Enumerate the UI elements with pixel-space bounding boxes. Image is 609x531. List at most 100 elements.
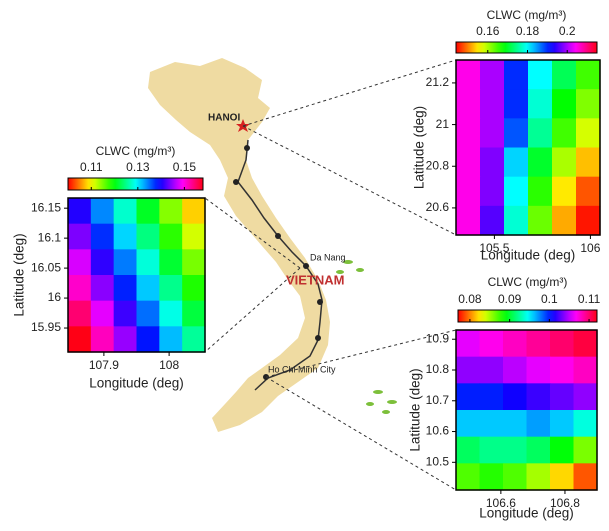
- heatmap-cell: [114, 301, 137, 327]
- heatmap-cell: [527, 357, 551, 384]
- y-tick-label: 20.8: [426, 158, 450, 172]
- heatmap-cell: [456, 89, 481, 119]
- y-axis-label: Latitude (deg): [412, 106, 427, 189]
- heatmap-cell: [159, 275, 182, 301]
- heatmap-cell: [456, 177, 481, 207]
- heatmap-cell: [503, 437, 527, 464]
- colorbar-tick-label: 0.08: [458, 292, 482, 306]
- heatmap-cell: [527, 463, 551, 490]
- heatmap-cell: [114, 275, 137, 301]
- heatmap-cell: [504, 148, 529, 178]
- heatmap-cell: [114, 249, 137, 275]
- map-label: Ho Chi Minh City: [268, 364, 336, 374]
- colorbar-tick-label: 0.11: [578, 292, 601, 306]
- heatmap-cell: [550, 357, 574, 384]
- heatmap-cell: [574, 357, 598, 384]
- heatmap-cell: [137, 224, 160, 250]
- colorbar: [458, 310, 597, 322]
- colorbar-title: CLWC (mg/m³): [488, 275, 568, 289]
- heatmap-cell: [91, 301, 114, 327]
- y-tick-label: 20.6: [426, 200, 450, 214]
- y-tick-label: 16.05: [31, 260, 61, 274]
- heatmap-cell: [456, 383, 480, 410]
- x-axis-label: Longitude (deg): [89, 376, 184, 391]
- heatmap-cell: [456, 118, 481, 148]
- colorbar-tick-label: 0.09: [498, 292, 522, 306]
- heatmap-cell: [576, 148, 601, 178]
- y-tick-label: 10.6: [426, 424, 450, 438]
- heatmap-cell: [91, 249, 114, 275]
- heatmap-cell: [159, 224, 182, 250]
- heatmap-cell: [137, 301, 160, 327]
- heatmap-cell: [480, 330, 504, 357]
- heatmap-cell: [480, 410, 504, 437]
- heatmap-cell: [574, 383, 598, 410]
- heatmap-cell: [114, 326, 137, 352]
- heatmap-cell: [182, 224, 205, 250]
- colorbar-tick-label: 0.13: [126, 160, 150, 174]
- heatmap-cell: [550, 383, 574, 410]
- heatmap-cell: [68, 198, 91, 224]
- heatmap-cell: [503, 463, 527, 490]
- heatmap-cell: [574, 437, 598, 464]
- heatmap-cell: [114, 224, 137, 250]
- y-tick-label: 16.1: [38, 230, 62, 244]
- heatmap-cell: [456, 206, 481, 236]
- heatmap-cell: [480, 437, 504, 464]
- heatmap-cell: [576, 118, 601, 148]
- colorbar-tick-label: 0.15: [173, 160, 197, 174]
- colorbar: [68, 178, 203, 190]
- y-axis-label: Latitude (deg): [12, 233, 27, 316]
- heatmap-cell: [137, 198, 160, 224]
- heatmap-cell: [504, 60, 529, 90]
- heatmap-cell: [68, 224, 91, 250]
- heatmap-cell: [456, 60, 481, 90]
- heatmap-cell: [137, 326, 160, 352]
- heatmap-cell: [552, 89, 577, 119]
- heatmap-cell: [480, 357, 504, 384]
- heatmap-cell: [456, 437, 480, 464]
- y-tick-label: 21.2: [426, 75, 450, 89]
- heatmap-cell: [527, 383, 551, 410]
- heatmap-cell: [528, 89, 553, 119]
- heatmap-cell: [527, 437, 551, 464]
- heatmap-cell: [91, 198, 114, 224]
- figure: HANOI Da Nang VIETNAM Ho Chi Minh City C…: [0, 0, 609, 526]
- colorbar-tick-label: 0.18: [516, 24, 540, 38]
- heatmap-cell: [182, 275, 205, 301]
- heatmap-cell: [68, 301, 91, 327]
- heatmap-cell: [182, 249, 205, 275]
- heatmap-cell: [91, 326, 114, 352]
- heatmap-cell: [503, 330, 527, 357]
- y-tick-label: 21: [436, 117, 450, 131]
- heatmap-cell: [527, 410, 551, 437]
- colorbar-tick-label: 0.2: [559, 24, 576, 38]
- heatmap-cell: [68, 326, 91, 352]
- heatmap-cell: [68, 249, 91, 275]
- heatmap-cell: [574, 463, 598, 490]
- heatmap-cell: [528, 60, 553, 90]
- x-tick-label: 107.9: [89, 358, 119, 372]
- x-tick-label: 106: [580, 241, 600, 255]
- heatmap-cell: [182, 198, 205, 224]
- colorbar-tick-label: 0.16: [476, 24, 500, 38]
- x-axis-label: Longitude (deg): [479, 506, 574, 521]
- heatmap-cell: [576, 89, 601, 119]
- heatmap-cell: [91, 275, 114, 301]
- heatmap-cell: [480, 89, 505, 119]
- heatmap-cell: [159, 249, 182, 275]
- heatmap-cell: [456, 148, 481, 178]
- y-tick-label: 10.9: [426, 331, 450, 345]
- heatmap-cell: [552, 118, 577, 148]
- colorbar-tick-label: 0.1: [541, 292, 558, 306]
- heatmap-cell: [456, 410, 480, 437]
- heatmap-cell: [552, 148, 577, 178]
- heatmap-cell: [456, 463, 480, 490]
- heatmap-cell: [182, 301, 205, 327]
- heatmap-cell: [528, 177, 553, 207]
- y-tick-label: 16: [48, 290, 62, 304]
- heatmap-cell: [456, 330, 480, 357]
- heatmap-cell: [159, 198, 182, 224]
- colorbar-tick-label: 0.11: [80, 160, 103, 174]
- heatmap-cell: [91, 224, 114, 250]
